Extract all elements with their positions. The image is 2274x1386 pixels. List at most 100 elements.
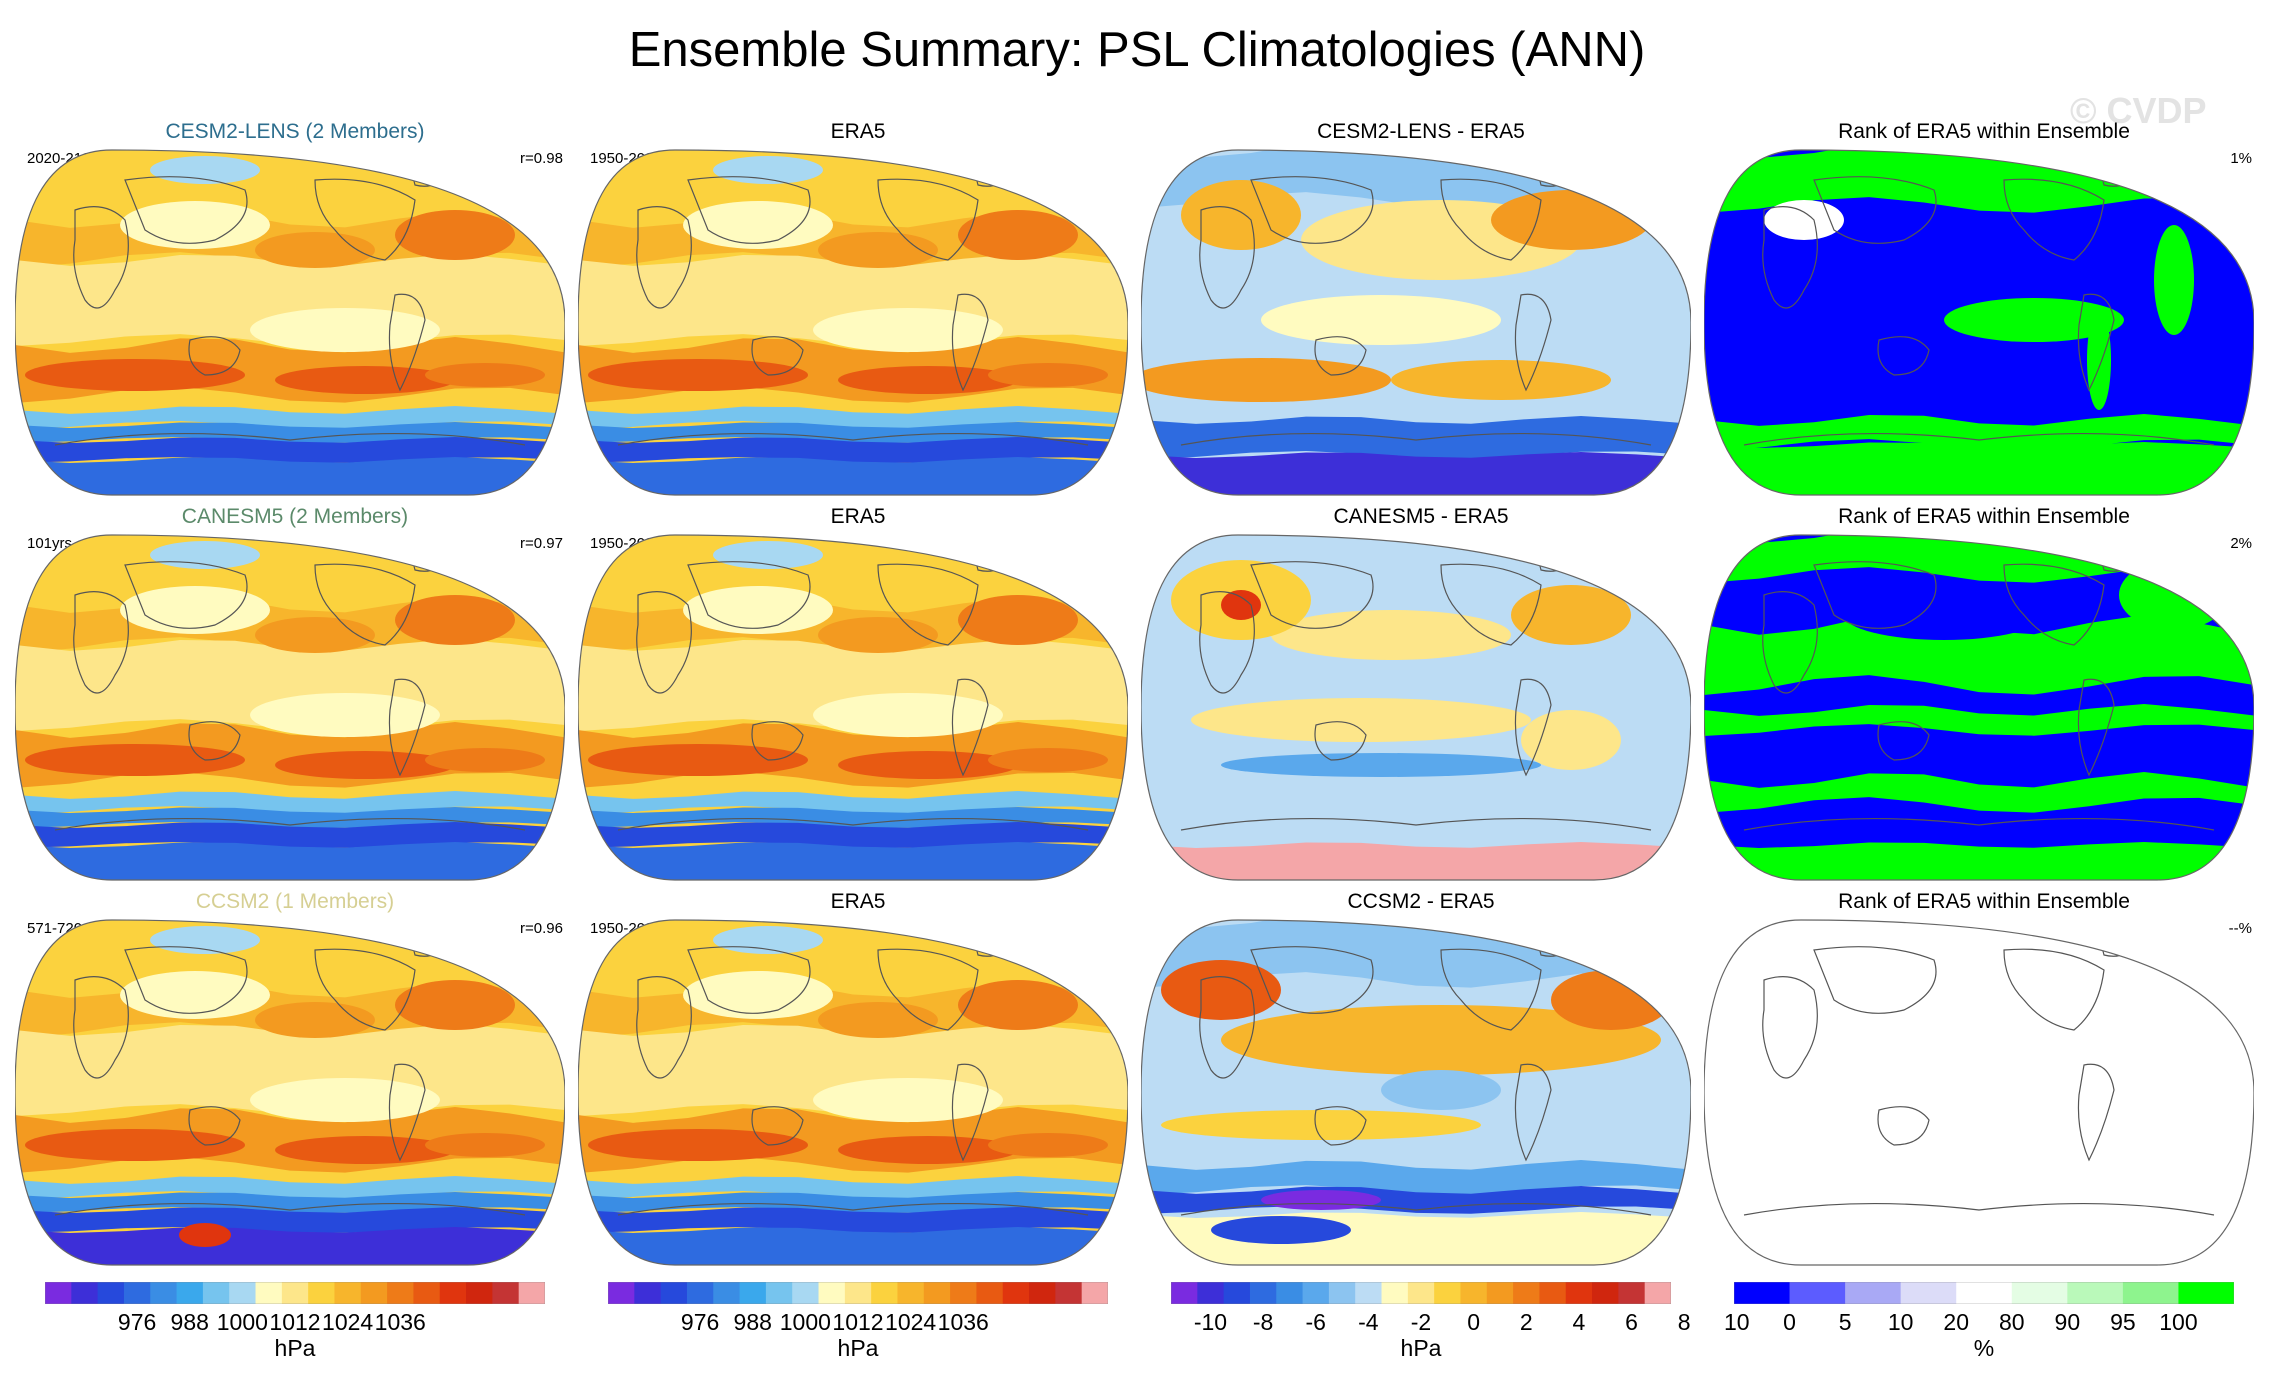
colorbar-tick-label: -6 xyxy=(1305,1309,1326,1335)
colorbar-tick-label: 976 xyxy=(680,1309,720,1335)
coastline-2 xyxy=(751,721,804,761)
colorbar-swatch xyxy=(2011,1282,2068,1304)
colorbar-swatch xyxy=(1171,1282,1198,1304)
coastline-0 xyxy=(636,206,692,309)
colorbar-swatch xyxy=(1328,1282,1356,1304)
colorbar-swatch xyxy=(281,1282,309,1304)
correlation-label: r=0.96 xyxy=(520,920,563,937)
coastline-2 xyxy=(751,1106,804,1146)
map-field xyxy=(578,535,1128,880)
coastline-6 xyxy=(54,817,526,831)
map-border xyxy=(1704,149,2254,496)
coastline-1 xyxy=(124,561,248,629)
map-plot xyxy=(1141,149,1691,496)
colorbar-swatch xyxy=(518,1282,545,1304)
map-field xyxy=(1743,933,2215,1216)
coastline-4 xyxy=(951,1063,989,1162)
colorbar-tick-label: 1000 xyxy=(779,1309,831,1335)
coastline-1 xyxy=(1250,561,1374,629)
coastline-2 xyxy=(1877,336,1930,376)
colorbar-psl-obs xyxy=(608,1282,1108,1304)
map-field xyxy=(1141,150,1691,495)
colorbar-tick-label: 1012 xyxy=(269,1309,321,1335)
colorbar-swatch xyxy=(439,1282,467,1304)
colorbar-swatch xyxy=(97,1282,125,1304)
colorbar-swatch xyxy=(1249,1282,1277,1304)
coastline-2 xyxy=(1314,721,1367,761)
map-border xyxy=(15,534,565,881)
map-plot xyxy=(1141,534,1691,881)
colorbar-tick-label: 1024 xyxy=(885,1309,937,1335)
panel-title: ERA5 xyxy=(830,120,886,143)
coastline-3 xyxy=(314,563,416,646)
coastline-2 xyxy=(1314,336,1367,376)
colorbar-swatch xyxy=(1355,1282,1383,1304)
coastline-2 xyxy=(188,336,241,376)
coastline-6 xyxy=(1743,1202,2215,1216)
coastline-6 xyxy=(54,432,526,446)
coastline-0 xyxy=(73,591,129,694)
map-border xyxy=(15,919,565,1266)
coastline-2 xyxy=(1314,1106,1367,1146)
coastline-1 xyxy=(124,946,248,1014)
colorbar-tick-label: 4 xyxy=(1572,1309,1586,1335)
colorbar-swatch xyxy=(1734,1282,1791,1304)
coastline-0 xyxy=(73,976,129,1079)
coastline-1 xyxy=(124,176,248,244)
colorbar-swatch xyxy=(1486,1282,1514,1304)
panel-r3-rank: Rank of ERA5 within Ensemble --% xyxy=(1704,890,2264,1270)
colorbar-tick-label: 95 xyxy=(2110,1309,2136,1335)
panel-r3-diff: CCSM2 - ERA5 xyxy=(1141,890,1701,1270)
colorbar-swatch xyxy=(1539,1282,1567,1304)
colorbar-swatch xyxy=(1197,1282,1225,1304)
coastline-1 xyxy=(1813,176,1937,244)
coastline-6 xyxy=(617,817,1089,831)
colorbar-tick-label: 1036 xyxy=(937,1309,989,1335)
coastline-3 xyxy=(314,948,416,1031)
colorbar-tick-label: 8 xyxy=(1677,1309,1691,1335)
colorbar-units: % xyxy=(1973,1335,1995,1361)
colorbar-swatch xyxy=(608,1282,635,1304)
colorbar-swatch xyxy=(1081,1282,1108,1304)
colorbar-swatch xyxy=(634,1282,662,1304)
colorbar-swatch xyxy=(1513,1282,1540,1304)
colorbar-swatch xyxy=(1592,1282,1619,1304)
colorbar-difference xyxy=(1171,1282,1671,1304)
map-plot xyxy=(1704,149,2254,496)
coastline-4 xyxy=(388,678,426,777)
colorbar-swatch xyxy=(1845,1282,1902,1304)
panel-r3-obs: ERA5 1950-2024 xyxy=(578,890,1138,1270)
colorbar-swatch xyxy=(71,1282,99,1304)
rank-percent-label: --% xyxy=(2228,920,2252,937)
colorbar-swatch xyxy=(950,1282,977,1304)
coastline-6 xyxy=(1180,1202,1652,1216)
panel-title: CANESM5 - ERA5 xyxy=(1333,505,1509,528)
colorbar-swatch xyxy=(176,1282,204,1304)
map-plot xyxy=(578,534,1128,881)
map-plot xyxy=(578,149,1128,496)
colorbar-swatch xyxy=(387,1282,414,1304)
coastline-1 xyxy=(1250,946,1374,1014)
colorbar-tick-label: 6 xyxy=(1625,1309,1638,1335)
coastline-4 xyxy=(388,293,426,392)
coastline-6 xyxy=(54,1202,526,1216)
panel-title: Rank of ERA5 within Ensemble xyxy=(1838,120,2130,143)
colorbar-swatch xyxy=(976,1282,1004,1304)
rank-percent-label: 1% xyxy=(2230,150,2252,167)
figure-title: Ensemble Summary: PSL Climatologies (ANN… xyxy=(628,23,1646,77)
colorbar-tick-label: 80 xyxy=(1998,1309,2025,1335)
colorbar-tick-label: 1000 xyxy=(216,1309,268,1335)
coastline-1 xyxy=(687,946,811,1014)
colorbar-swatch xyxy=(492,1282,520,1304)
coastline-2 xyxy=(188,721,241,761)
coastline-6 xyxy=(1743,817,2215,831)
coastline-4 xyxy=(1514,1063,1552,1162)
map-field xyxy=(15,535,565,880)
colorbar-tick-label: 5 xyxy=(1838,1309,1852,1335)
panel-r2-rank: Rank of ERA5 within Ensemble 2% xyxy=(1704,505,2264,885)
colorbar-swatch xyxy=(255,1282,283,1304)
coastline-3 xyxy=(877,178,979,261)
colorbar-swatch xyxy=(713,1282,741,1304)
coastline-4 xyxy=(2077,678,2115,777)
colorbar-swatch xyxy=(1302,1282,1330,1304)
